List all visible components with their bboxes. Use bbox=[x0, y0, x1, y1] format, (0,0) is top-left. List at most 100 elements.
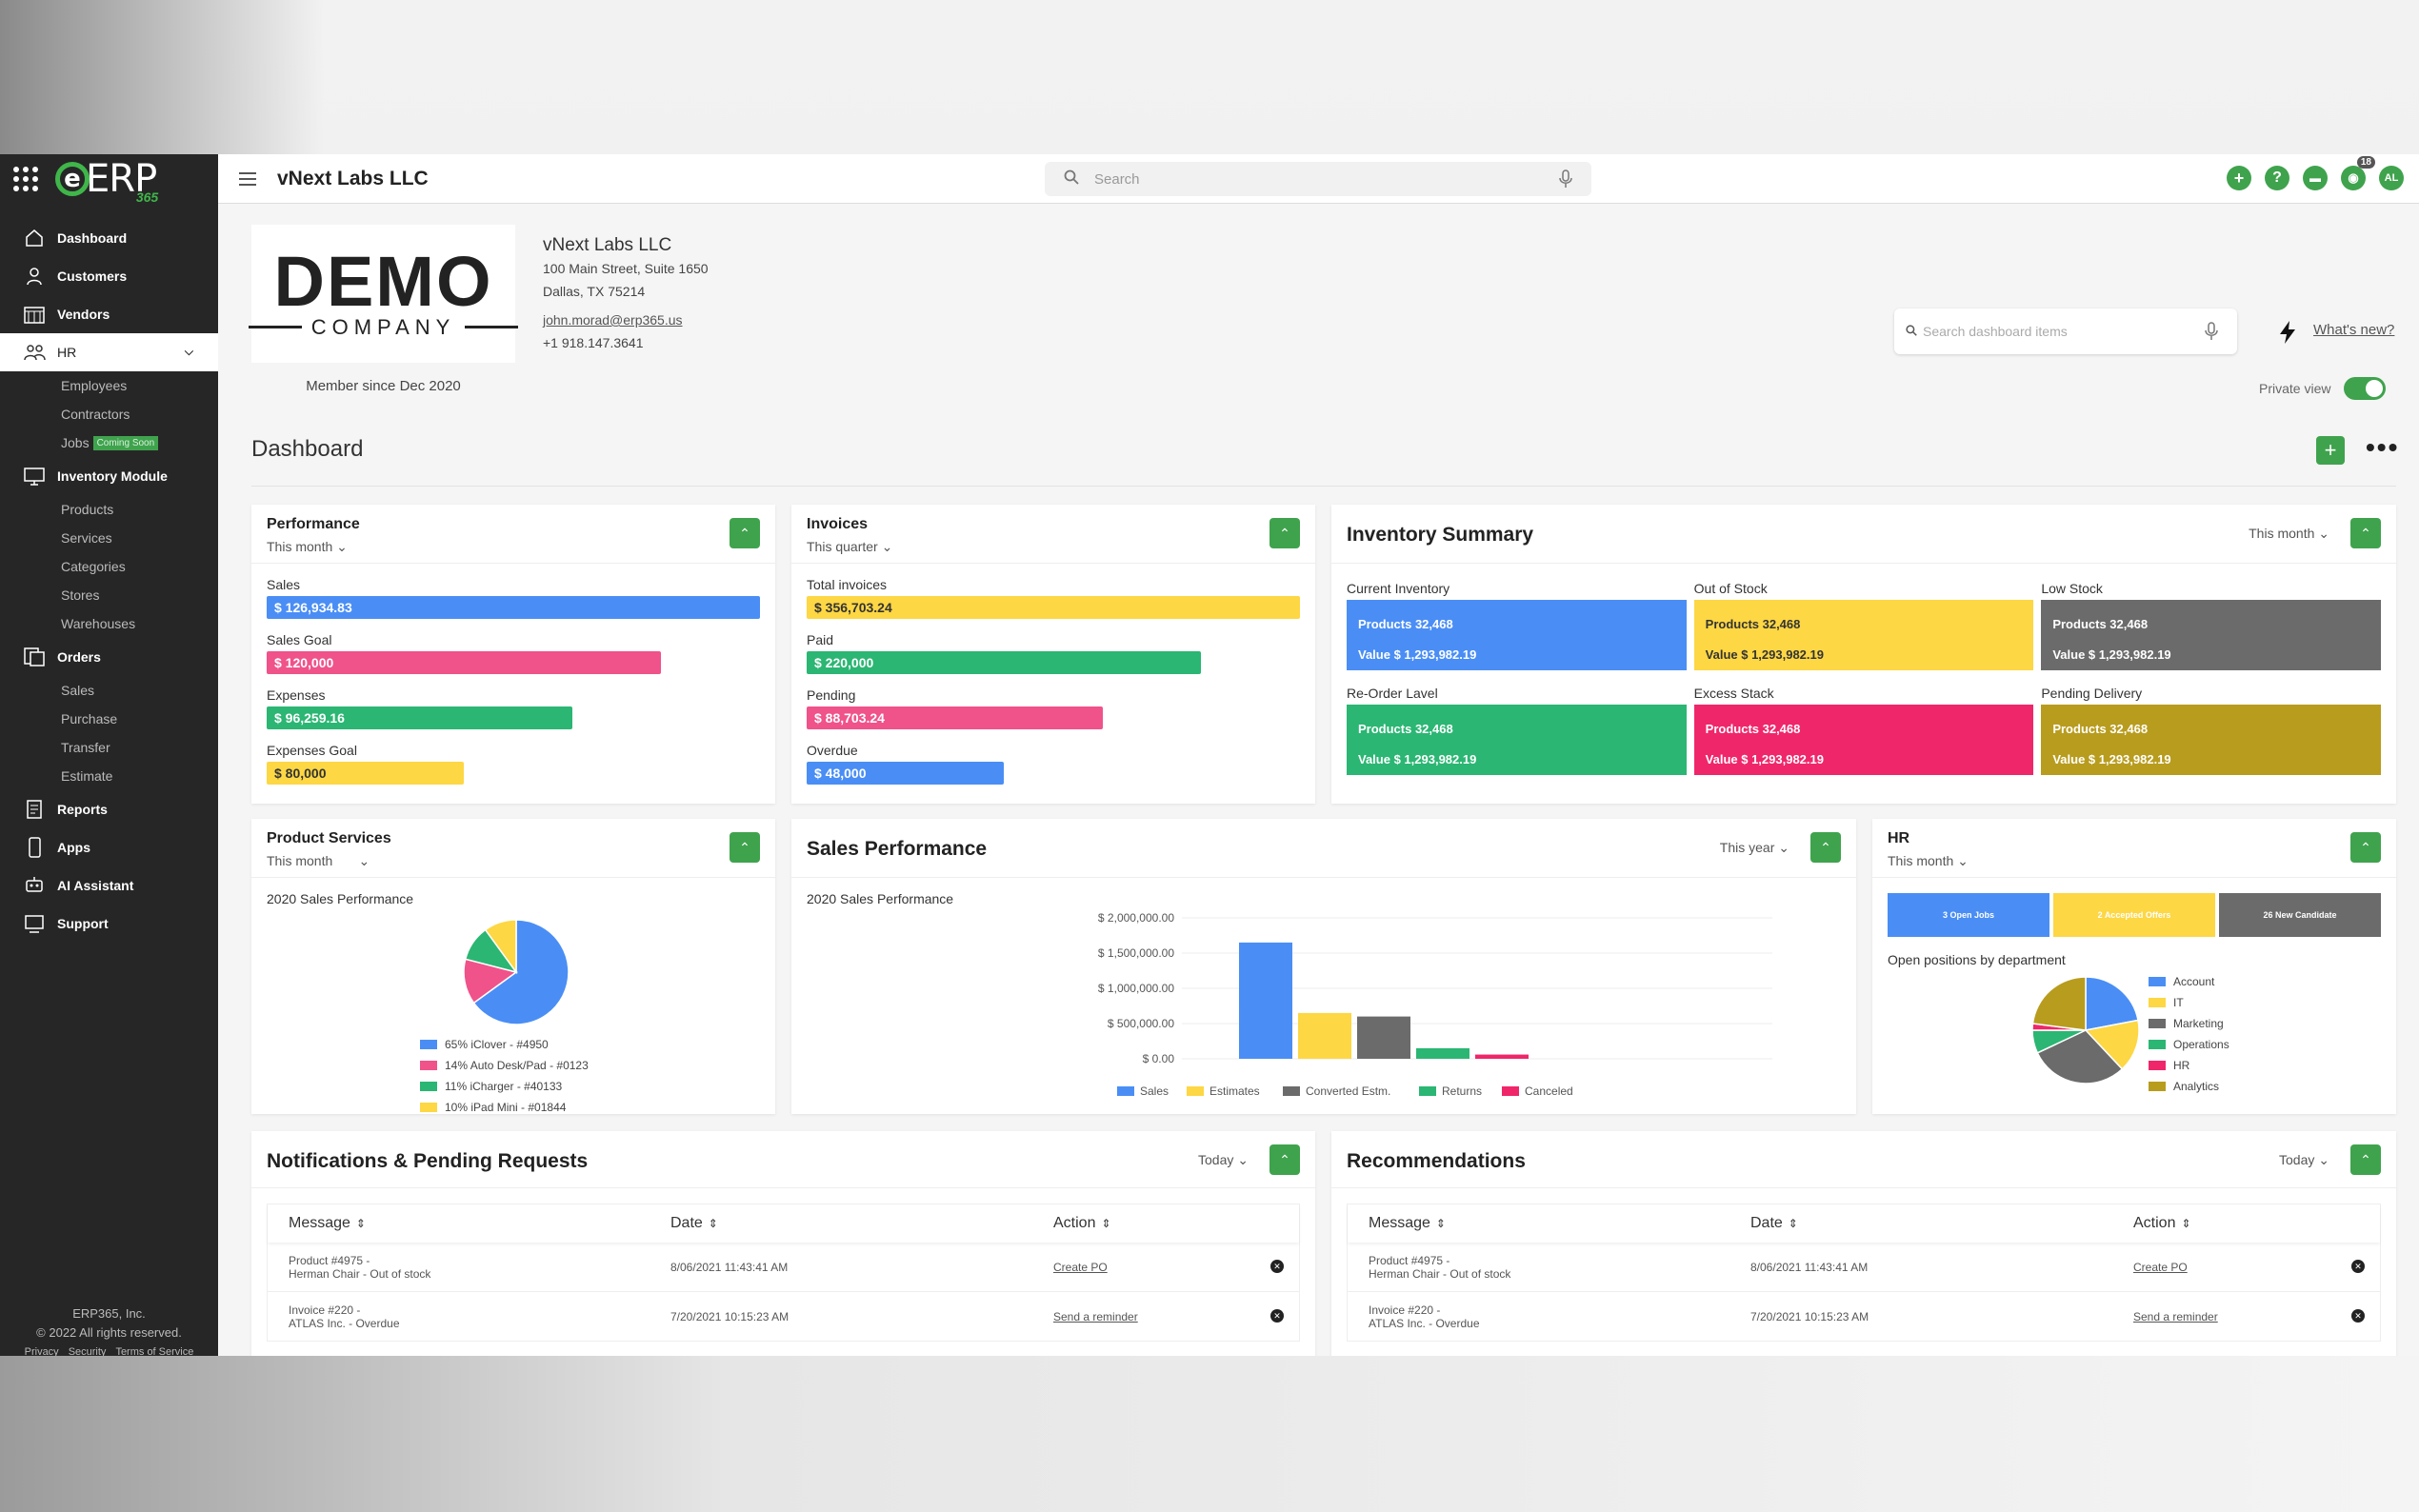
lightning-icon[interactable] bbox=[2277, 320, 2298, 351]
column-header-message[interactable]: Message ⇕ bbox=[289, 1215, 366, 1231]
create-po-link[interactable]: Create PO bbox=[2133, 1260, 2188, 1274]
collapse-button[interactable]: ⌃ bbox=[1269, 518, 1300, 548]
chat-icon[interactable]: ▬ bbox=[2303, 166, 2328, 190]
send-reminder-link[interactable]: Send a reminder bbox=[2133, 1309, 2218, 1323]
inventory-cell[interactable]: Re-Order Lavel Products 32,468 Value $ 1,2… bbox=[1347, 682, 1687, 786]
hr-stat-tile[interactable]: 26 New Candidate bbox=[2219, 893, 2381, 937]
collapse-button[interactable]: ⌃ bbox=[1810, 832, 1841, 863]
add-icon[interactable]: + bbox=[2227, 166, 2251, 190]
inventory-cell[interactable]: Current Inventory Products 32,468 Value $ … bbox=[1347, 577, 1687, 682]
sidebar-subitem-contractors[interactable]: Contractors bbox=[61, 407, 130, 422]
period-dropdown[interactable]: This month ⌄ bbox=[267, 539, 348, 554]
terms-link[interactable]: Terms of Service bbox=[115, 1346, 194, 1356]
bar-label: Expenses Goal bbox=[267, 743, 357, 758]
email-link[interactable]: john.morad@erp365.us bbox=[543, 312, 683, 328]
privacy-link[interactable]: Privacy bbox=[24, 1346, 59, 1356]
collapse-button[interactable]: ⌃ bbox=[730, 832, 760, 863]
sidebar-subitem-warehouses[interactable]: Warehouses bbox=[61, 616, 136, 631]
pie-slice[interactable] bbox=[2084, 1019, 2139, 1070]
sidebar-subitem-services[interactable]: Services bbox=[61, 530, 112, 546]
period-dropdown[interactable]: This month ⌄ bbox=[2249, 526, 2329, 541]
column-header-action[interactable]: Action ⇕ bbox=[2133, 1215, 2191, 1231]
inventory-cell[interactable]: Out of Stock Products 32,468 Value $ 1,293… bbox=[1693, 577, 2034, 682]
sidebar-subitem-employees[interactable]: Employees bbox=[61, 378, 128, 393]
inventory-box: Products 32,468 Value $ 1,293,982.19 bbox=[2041, 705, 2381, 775]
chevron-down-icon[interactable]: ⌵ bbox=[184, 345, 193, 358]
sidebar-item-ai-assistant[interactable]: AI Assistant bbox=[0, 866, 218, 905]
column-header-date[interactable]: Date ⇕ bbox=[670, 1215, 718, 1231]
private-view-toggle[interactable]: Private view bbox=[2259, 377, 2387, 400]
search-input[interactable]: Search bbox=[1045, 162, 1591, 196]
column-header-date[interactable]: Date ⇕ bbox=[1750, 1215, 1798, 1231]
sidebar-subitem-transfer[interactable]: Transfer bbox=[61, 740, 110, 755]
bar-converted-estm-[interactable] bbox=[1357, 1016, 1410, 1059]
hr-stat-tile[interactable]: 2 Accepted Offers bbox=[2053, 893, 2215, 937]
period-dropdown[interactable]: Today ⌄ bbox=[1198, 1152, 1249, 1167]
close-icon[interactable]: ✕ bbox=[1270, 1309, 1284, 1323]
phone-icon bbox=[21, 836, 48, 859]
period-dropdown[interactable]: This quarter ⌄ bbox=[807, 539, 893, 554]
inventory-cell[interactable]: Pending Delivery Products 32,468 Value $ 1… bbox=[2041, 682, 2381, 786]
collapse-button[interactable]: ⌃ bbox=[1269, 1144, 1300, 1175]
sidebar-item-support[interactable]: Support bbox=[0, 905, 218, 943]
period-dropdown[interactable]: This year ⌄ bbox=[1719, 840, 1789, 855]
sidebar-subitem-products[interactable]: Products bbox=[61, 502, 114, 517]
sidebar-subitem-purchase[interactable]: Purchase bbox=[61, 711, 118, 726]
inventory-cell[interactable]: Excess Stack Products 32,468 Value $ 1,293… bbox=[1693, 682, 2034, 786]
create-po-link[interactable]: Create PO bbox=[1053, 1260, 1108, 1274]
sidebar-item-reports[interactable]: Reports bbox=[0, 790, 218, 828]
sidebar-item-apps[interactable]: Apps bbox=[0, 828, 218, 866]
pie-slice[interactable] bbox=[2085, 977, 2139, 1031]
whats-new-link[interactable]: What's new? bbox=[2313, 322, 2395, 338]
avatar[interactable]: AL bbox=[2379, 166, 2404, 190]
erp-logo[interactable]: e ERP 365 bbox=[55, 157, 158, 205]
dashboard-search-input[interactable]: Search dashboard items bbox=[1894, 308, 2237, 354]
collapse-button[interactable]: ⌃ bbox=[2350, 1144, 2381, 1175]
bar-sales[interactable] bbox=[1239, 942, 1292, 1059]
add-widget-button[interactable]: + bbox=[2316, 436, 2345, 465]
inventory-cell[interactable]: Low Stock Products 32,468 Value $ 1,293,98… bbox=[2041, 577, 2381, 682]
hr-stat-tile[interactable]: 3 Open Jobs bbox=[1888, 893, 2049, 937]
microphone-icon[interactable] bbox=[2205, 322, 2218, 344]
sidebar-subitem-jobs[interactable]: Jobs Coming Soon bbox=[0, 428, 218, 457]
close-icon[interactable]: ✕ bbox=[1270, 1260, 1284, 1273]
pie-slice[interactable] bbox=[472, 920, 569, 1025]
apps-grid-icon[interactable] bbox=[13, 167, 38, 191]
more-options-icon[interactable]: ••• bbox=[2366, 432, 2400, 462]
toggle-switch[interactable] bbox=[2344, 377, 2387, 400]
close-icon[interactable]: ✕ bbox=[2351, 1260, 2365, 1273]
sidebar-item-hr[interactable]: HR ⌵ bbox=[0, 333, 218, 371]
bar-returns[interactable] bbox=[1416, 1047, 1469, 1059]
legend-label: Canceled bbox=[1525, 1084, 1573, 1098]
security-link[interactable]: Security bbox=[68, 1346, 107, 1356]
column-header-action[interactable]: Action ⇕ bbox=[1053, 1215, 1111, 1231]
sidebar-item-dashboard[interactable]: Dashboard bbox=[0, 219, 218, 257]
bar-estimates[interactable] bbox=[1298, 1012, 1351, 1059]
period-dropdown[interactable]: This month ⌄ bbox=[1888, 853, 1969, 868]
sidebar-item-orders[interactable]: Orders bbox=[0, 638, 218, 676]
sidebar-subitem-estimate[interactable]: Estimate bbox=[61, 768, 113, 784]
collapse-button[interactable]: ⌃ bbox=[2350, 518, 2381, 548]
collapse-button[interactable]: ⌃ bbox=[2350, 832, 2381, 863]
send-reminder-link[interactable]: Send a reminder bbox=[1053, 1309, 1138, 1323]
sidebar-subitem-categories[interactable]: Categories bbox=[61, 559, 126, 574]
sidebar-item-vendors[interactable]: Vendors bbox=[0, 295, 218, 333]
legend-label: Marketing bbox=[2173, 1017, 2224, 1030]
bar-canceled[interactable] bbox=[1475, 1054, 1529, 1059]
period-dropdown[interactable]: This month ⌄ bbox=[267, 853, 370, 868]
pie-slice[interactable] bbox=[2032, 977, 2087, 1031]
menu-icon[interactable] bbox=[239, 169, 256, 189]
column-header-message[interactable]: Message ⇕ bbox=[1369, 1215, 1446, 1231]
help-icon[interactable]: ? bbox=[2265, 166, 2289, 190]
period-dropdown[interactable]: Today ⌄ bbox=[2279, 1152, 2329, 1167]
sidebar-item-customers[interactable]: Customers bbox=[0, 257, 218, 295]
sidebar-subitem-sales[interactable]: Sales bbox=[61, 683, 95, 698]
sidebar-subitem-stores[interactable]: Stores bbox=[61, 587, 100, 603]
pie-slice[interactable] bbox=[484, 920, 517, 975]
sidebar-item-inventory[interactable]: Inventory Module bbox=[0, 457, 218, 495]
close-icon[interactable]: ✕ bbox=[2351, 1309, 2365, 1323]
collapse-button[interactable]: ⌃ bbox=[730, 518, 760, 548]
microphone-icon[interactable] bbox=[1559, 169, 1572, 192]
bell-icon[interactable]: ◉ 18 bbox=[2341, 156, 2375, 190]
table-row: Product #4975 - Herman Chair - Out of sto… bbox=[1348, 1243, 2380, 1292]
